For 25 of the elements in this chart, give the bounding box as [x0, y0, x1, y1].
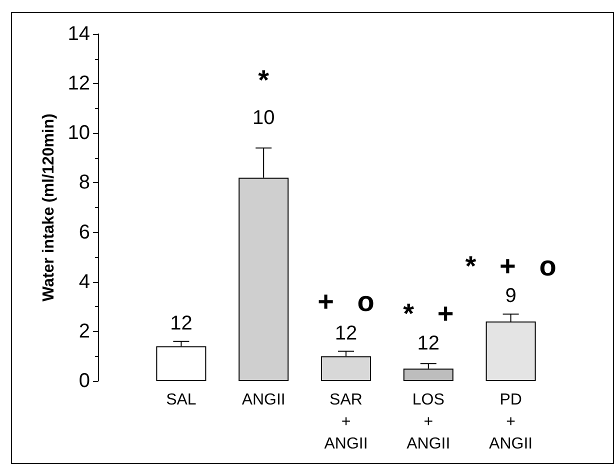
bar [321, 356, 371, 381]
bar [156, 346, 206, 381]
annotation: * + o [465, 250, 556, 282]
annotation: * + [403, 298, 454, 330]
y-axis-title: Water intake (ml/120min) [40, 114, 58, 302]
y-tick-label: 2 [78, 320, 90, 342]
y-tick-label: 0 [78, 370, 90, 392]
annotation: 9 [505, 285, 516, 308]
x-tick-label: ANGII [242, 392, 286, 408]
annotation: * [258, 64, 270, 96]
y-tick-label: 12 [68, 72, 90, 95]
x-tick-label: SAL [166, 392, 196, 408]
annotation: + o [318, 286, 374, 317]
x-tick-label: SAR + ANGII [324, 392, 368, 452]
annotation: 12 [417, 332, 440, 355]
y-tick-label: 8 [78, 172, 90, 194]
annotation: 10 [252, 107, 275, 130]
y-tick-label: 6 [78, 221, 90, 244]
annotation: 12 [170, 312, 192, 334]
annotation: 12 [334, 322, 358, 344]
y-tick-label: 4 [78, 270, 90, 293]
y-tick-label: 10 [68, 122, 90, 144]
x-tick-label: LOS + ANGII [406, 392, 450, 452]
x-tick-label: PD + ANGII [489, 392, 533, 452]
y-tick-label: 14 [68, 23, 90, 45]
